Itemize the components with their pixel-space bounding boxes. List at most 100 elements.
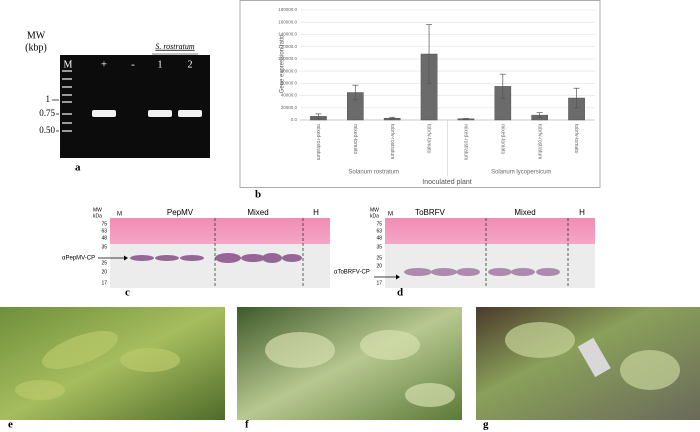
error-bar	[315, 113, 322, 120]
panel-d: MW kDa M ToBRFV Mixed H 75 63 48 35 25 2…	[334, 207, 595, 299]
marker-label: 48	[376, 235, 382, 241]
group-label: S. rostratum	[155, 42, 194, 51]
x-tick-label: mixed-rostratum	[315, 124, 321, 160]
marker-label: 0.50	[39, 125, 55, 135]
mw-unit: kDa	[370, 213, 379, 219]
mw-title: MW	[27, 30, 46, 41]
x-tick-label: tobrfv-rostratum	[389, 124, 395, 159]
gel	[60, 55, 210, 158]
panel-a: MW (kbp) M + - 1 2 S. rostratum 1 0.75 0…	[25, 30, 210, 174]
marker-label: 25	[376, 255, 382, 261]
antibody-label: αToBRFV-CP	[334, 270, 370, 276]
panel-f: f	[237, 307, 462, 431]
group-label: ToBRFV	[415, 208, 445, 217]
lane-label: 1	[158, 59, 163, 70]
photo	[0, 307, 225, 420]
marker-label: 63	[376, 228, 382, 234]
panel-c: MW kDa M PepMV Mixed H 75 63 48 35 25 20…	[62, 207, 330, 299]
lane-label: M	[64, 59, 73, 70]
marker-label: 63	[101, 228, 107, 234]
marker-label: 20	[376, 263, 382, 269]
y-tick-label: 0.0	[291, 117, 298, 122]
gel-band	[148, 110, 172, 117]
x-axis-title: Inoculated plant	[422, 179, 471, 186]
group-label: Mixed	[514, 208, 535, 217]
error-bar	[499, 73, 506, 99]
panel-label: c	[125, 287, 130, 299]
error-bar	[352, 84, 359, 101]
y-tick-label: 140000.0	[278, 32, 297, 37]
panel-label: e	[8, 419, 13, 431]
error-bar	[389, 116, 396, 120]
mw-title: MW	[370, 207, 379, 213]
group-label: PepMV	[167, 208, 194, 217]
marker-label: 20	[101, 269, 107, 275]
panel-g: g	[476, 307, 700, 431]
lane-dividers	[214, 218, 304, 288]
ladder	[62, 70, 72, 132]
membrane-blot	[385, 244, 595, 288]
y-tick-label: 60000.0	[281, 81, 298, 86]
panel-label: f	[245, 419, 249, 431]
x-tick-label: tobrfv-tomato	[426, 124, 432, 154]
blot-bands	[130, 253, 302, 263]
mw-title: MW	[93, 207, 102, 213]
panel-e: e	[0, 307, 225, 431]
mw-unit: kDa	[93, 213, 102, 219]
error-bar	[573, 87, 580, 109]
marker-label: 48	[101, 235, 107, 241]
antibody-label: αPepMV-CP	[62, 256, 95, 262]
marker-label: 35	[101, 244, 107, 250]
panel-label: d	[397, 287, 403, 299]
panel-label: b	[255, 189, 261, 201]
gel-band	[178, 110, 202, 117]
error-bar	[536, 112, 543, 118]
group-label: Solanum rostratum	[348, 170, 399, 176]
marker-label: 1	[46, 94, 51, 104]
x-tick-label: tobrfv-rostratum	[536, 124, 542, 159]
y-tick-label: 160000.0	[278, 19, 297, 24]
membrane-blot	[110, 244, 330, 288]
marker-label: 35	[376, 244, 382, 250]
group-label: Mixed	[247, 208, 268, 217]
marker-label: 75	[376, 221, 382, 227]
marker-ticks	[52, 99, 59, 132]
group-label: Solanum lycopersicum	[491, 170, 551, 176]
x-tick-label: mixed-tomato	[352, 124, 358, 155]
y-tick-label: 40000.0	[281, 93, 298, 98]
group-label: H	[579, 208, 585, 217]
lane-label: +	[101, 59, 107, 71]
y-tick-label: 180000.0	[278, 7, 297, 12]
panel-label: a	[75, 162, 81, 174]
lane-label: M	[388, 212, 393, 218]
error-bar	[426, 24, 433, 84]
mw-unit: (kbp)	[25, 42, 47, 53]
y-tick-label: 100000.0	[278, 56, 297, 61]
error-bar	[462, 118, 469, 120]
marker-label: 25	[101, 260, 107, 266]
arrow-head	[396, 274, 400, 280]
y-tick-label: 80000.0	[281, 68, 298, 73]
chart-frame	[239, 0, 601, 188]
arrow-head	[124, 255, 128, 261]
marker-label: 17	[376, 280, 382, 286]
x-tick-label: tobrfv-tomato	[573, 124, 579, 154]
membrane-stain	[385, 218, 595, 244]
lane-label: 2	[188, 59, 193, 70]
y-tick-label: 20000.0	[281, 105, 298, 110]
marker-label: 75	[101, 221, 107, 227]
panel-label: g	[483, 419, 489, 431]
panel-b: Gene expression ratio Inoculated plant b	[239, 0, 601, 201]
x-tick-label: mixed-tomato	[499, 124, 505, 155]
marker-label: 17	[101, 280, 107, 286]
y-axis-title: Gene expression ratio	[280, 34, 286, 93]
gel-band	[92, 110, 116, 117]
lane-label: M	[117, 212, 122, 218]
blot-bands	[404, 268, 560, 276]
marker-label: 0.75	[39, 108, 55, 118]
y-tick-label: 120000.0	[278, 44, 297, 49]
lane-label: -	[131, 59, 135, 71]
x-tick-label: mixed-rostratum	[463, 124, 469, 160]
membrane-stain	[110, 218, 330, 244]
